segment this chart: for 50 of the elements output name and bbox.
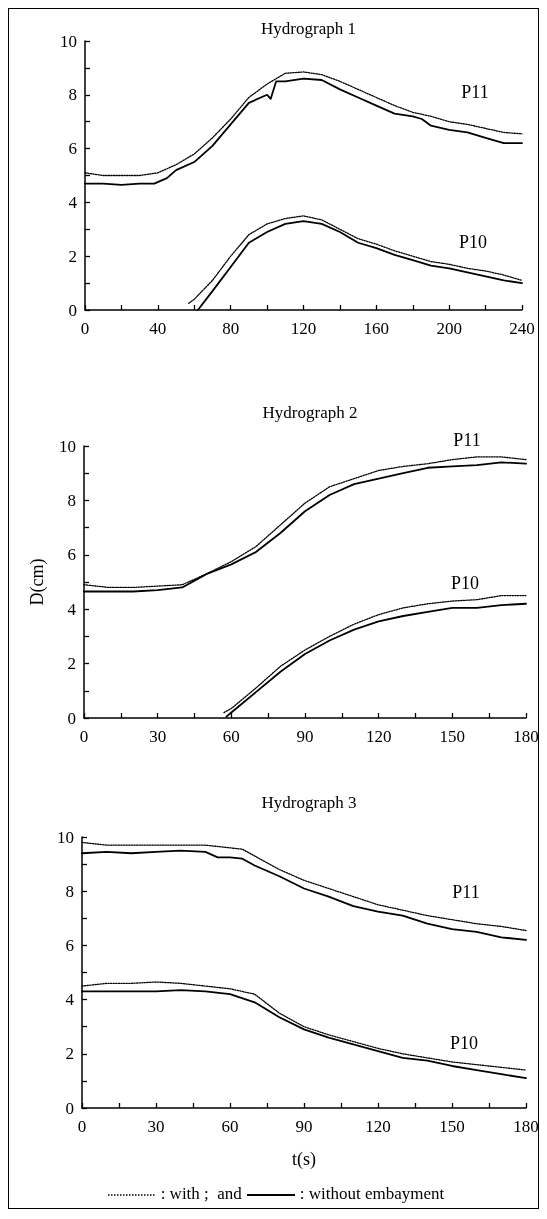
x-tick-label: 40 (149, 319, 167, 338)
x-tick-label: 240 (509, 319, 535, 338)
x-tick-label: 150 (439, 1117, 465, 1136)
annotation: P11 (452, 882, 480, 902)
y-tick-label: 2 (67, 654, 76, 674)
x-tick-label: 180 (513, 727, 539, 746)
annotation: P10 (450, 573, 480, 593)
annotation: P11 (461, 82, 489, 102)
x-tick-label: 30 (149, 727, 167, 746)
y-tick-label: 8 (67, 490, 76, 510)
annotation: P10 (449, 1033, 479, 1053)
x-tick-label: 90 (296, 727, 314, 746)
y-tick-label: 6 (65, 935, 74, 955)
x-axis-title: t(s) (292, 1149, 316, 1170)
y-tick-label: 8 (65, 881, 74, 901)
x-tick-label: 30 (147, 1117, 165, 1136)
chart-title: Hydrograph 2 (262, 403, 358, 422)
y-tick-label: 4 (68, 192, 78, 212)
y-tick-label: 0 (68, 300, 77, 320)
y-tick-label: 10 (60, 31, 77, 51)
x-tick-label: 120 (365, 727, 392, 746)
y-tick-label: 4 (65, 990, 75, 1010)
y-tick-label: 2 (68, 246, 77, 266)
x-tick-label: 60 (221, 1117, 239, 1136)
x-tick-label: 180 (513, 1117, 539, 1136)
chart-title: Hydrograph 3 (261, 793, 357, 812)
annotation: P11 (453, 430, 481, 450)
text: : with ; and (160, 1184, 242, 1203)
x-tick-label: 120 (365, 1117, 391, 1136)
x-tick-label: 0 (80, 319, 90, 338)
chart-title: Hydrograph 1 (261, 19, 356, 38)
x-tick-label: 150 (439, 727, 466, 746)
x-tick-label: 120 (290, 319, 317, 338)
y-tick-label: 4 (67, 599, 77, 619)
x-tick-label: 200 (436, 319, 462, 338)
y-tick-label: 10 (57, 827, 74, 847)
y-tick-label: 6 (67, 545, 76, 565)
y-tick-label: 8 (68, 85, 77, 105)
x-tick-label: 160 (363, 319, 390, 338)
y-tick-label: 0 (65, 1098, 74, 1118)
x-tick-label: 90 (295, 1117, 313, 1136)
y-tick-label: 10 (59, 436, 76, 456)
x-tick-label: 80 (222, 319, 240, 338)
y-axis-title: D(cm) (27, 558, 48, 606)
text: : without embayment (299, 1184, 445, 1203)
y-tick-label: 2 (65, 1044, 74, 1064)
annotation: P10 (458, 232, 488, 252)
y-tick-label: 6 (68, 139, 77, 159)
y-tick-label: 0 (67, 708, 76, 728)
x-tick-label: 60 (222, 727, 240, 746)
